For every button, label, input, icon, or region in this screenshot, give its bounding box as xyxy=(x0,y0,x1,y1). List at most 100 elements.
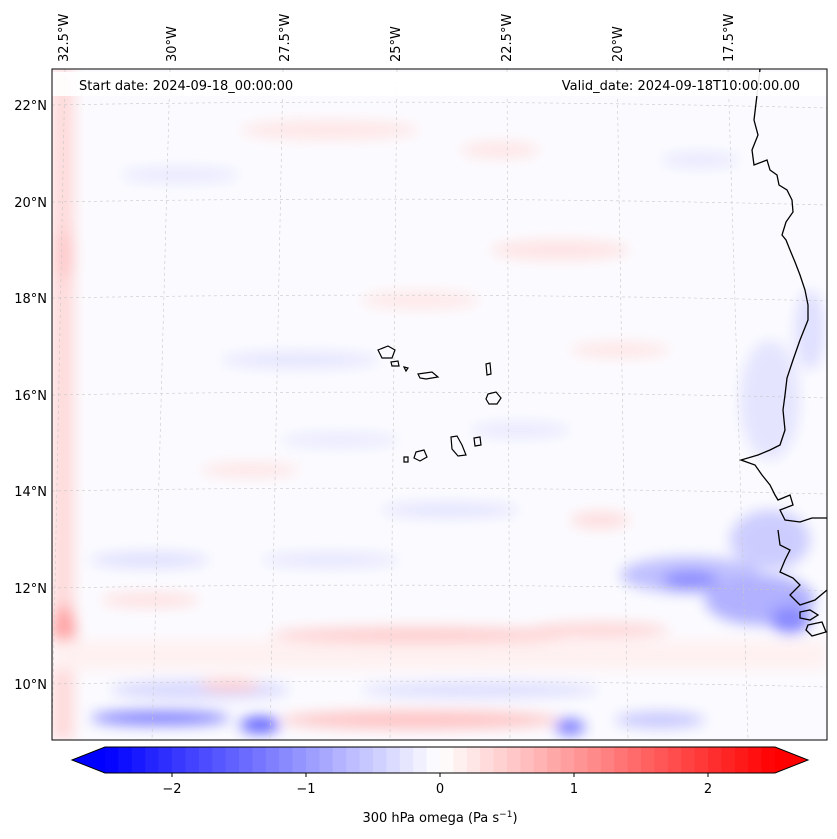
colorbar-cell xyxy=(761,747,776,773)
colorbar-cell xyxy=(346,747,361,773)
island-maio xyxy=(473,436,482,447)
colorbar-cell xyxy=(748,747,763,773)
island-sal xyxy=(485,362,492,376)
colorbar-cell xyxy=(426,747,441,773)
colorbar-tick-label: −2 xyxy=(162,782,181,797)
colorbar-cells xyxy=(105,747,776,773)
colorbar-cell xyxy=(480,747,495,773)
colorbar-cell xyxy=(533,747,548,773)
colorbar-cell xyxy=(627,747,642,773)
colorbar-cell xyxy=(466,747,481,773)
colorbar-cell xyxy=(212,747,227,773)
colorbar-cell xyxy=(239,747,253,773)
lat-label: 20°N xyxy=(14,196,47,211)
colorbar-cell xyxy=(507,747,521,773)
colorbar-cell xyxy=(198,747,213,773)
colorbar-cell xyxy=(158,747,173,773)
colorbar-cell xyxy=(252,747,267,773)
colorbar-cell xyxy=(453,747,468,773)
colorbar-cell xyxy=(694,747,709,773)
coastlines xyxy=(738,69,827,637)
omega-field xyxy=(52,69,827,740)
island-sao-vicente xyxy=(390,360,400,367)
colorbar-cell xyxy=(118,747,133,773)
colorbar-cell xyxy=(225,747,240,773)
lon-label: 20°W xyxy=(611,26,626,62)
start-date-label: Start date: 2024-09-18_00:00:00 xyxy=(79,79,293,94)
colorbar-label-close: ) xyxy=(512,811,517,826)
lon-label: 22.5°W xyxy=(500,14,515,62)
lat-label: 22°N xyxy=(14,99,47,114)
colorbar-cell xyxy=(734,747,749,773)
colorbar-ticks xyxy=(171,773,709,777)
island-santo-antao xyxy=(377,345,396,359)
guinea-bissau-islands xyxy=(799,609,827,637)
colorbar-cell xyxy=(600,747,615,773)
colorbar-cell xyxy=(654,747,669,773)
lat-label: 16°N xyxy=(14,389,47,404)
lon-label: 32.5°W xyxy=(57,14,72,62)
island-santiago xyxy=(450,435,467,457)
colorbar-cell xyxy=(560,747,575,773)
lon-label: 25°W xyxy=(389,26,404,62)
colorbar-cell xyxy=(292,747,307,773)
colorbar-cell xyxy=(574,747,588,773)
colorbar-tick-label: 1 xyxy=(570,782,578,797)
african-coastline xyxy=(738,69,827,523)
island-boa-vista xyxy=(485,391,502,405)
colorbar-cell xyxy=(547,747,562,773)
lat-label: 18°N xyxy=(14,292,47,307)
colorbar-cell xyxy=(145,747,160,773)
cape-verde-islands xyxy=(377,345,502,463)
colorbar-cell xyxy=(520,747,535,773)
valid-date-label: Valid_date: 2024-09-18T10:00:00.00 xyxy=(562,79,800,94)
lat-label: 14°N xyxy=(14,485,47,500)
colorbar-label-exponent: −1 xyxy=(499,810,512,820)
colorbar-cell xyxy=(373,747,387,773)
colorbar-cell xyxy=(641,747,655,773)
island-sao-nicolau xyxy=(417,371,440,380)
map-frame xyxy=(51,68,828,741)
header-strip xyxy=(52,72,827,96)
colorbar-cell xyxy=(105,747,119,773)
island-brava xyxy=(403,456,409,463)
colorbar-max-extend xyxy=(775,747,808,773)
colorbar-outline xyxy=(70,746,810,774)
gridlines xyxy=(52,69,827,740)
colorbar-tick-label: 0 xyxy=(436,782,444,797)
colorbar-cell xyxy=(614,747,629,773)
colorbar-cell xyxy=(493,747,508,773)
lon-label: 30°W xyxy=(165,26,180,62)
colorbar-cell xyxy=(399,747,414,773)
colorbar-cell xyxy=(131,747,146,773)
colorbar-cell xyxy=(306,747,320,773)
colorbar-cell xyxy=(265,747,280,773)
colorbar-cell xyxy=(185,747,200,773)
island-fogo xyxy=(413,449,428,462)
colorbar-cell xyxy=(319,747,334,773)
gambia-senegal-coast xyxy=(777,529,827,606)
island-santa-luzia xyxy=(402,366,409,373)
colorbar-label: 300 hPa omega (Pa s−1) xyxy=(362,810,517,826)
lon-label: 17.5°W xyxy=(722,14,737,62)
colorbar-cell xyxy=(721,747,736,773)
colorbar-cell xyxy=(587,747,602,773)
colorbar-tick-label: 2 xyxy=(704,782,712,797)
colorbar-cell xyxy=(359,747,374,773)
lon-label: 27.5°W xyxy=(278,14,293,62)
map-panel: Start date: 2024-09-18_00:00:00 Valid_da… xyxy=(51,68,828,741)
longitude-labels: 32.5°W 30°W 27.5°W 25°W 22.5°W 20°W 17.5… xyxy=(57,14,737,62)
lat-label: 10°N xyxy=(14,678,47,693)
colorbar-cell xyxy=(440,747,454,773)
colorbar-min-extend xyxy=(72,747,105,773)
colorbar-cell xyxy=(386,747,401,773)
colorbar-cell xyxy=(279,747,294,773)
latitude-labels: 22°N 20°N 18°N 16°N 14°N 12°N 10°N xyxy=(14,99,47,693)
colorbar-cell xyxy=(667,747,682,773)
colorbar-cell xyxy=(708,747,722,773)
colorbar-cell xyxy=(332,747,347,773)
colorbar-tick-label: −1 xyxy=(296,782,315,797)
colorbar-label-text: 300 hPa omega (Pa s xyxy=(362,811,499,826)
colorbar: −2 −1 0 1 2 300 hPa omega (Pa s−1) xyxy=(70,746,810,826)
